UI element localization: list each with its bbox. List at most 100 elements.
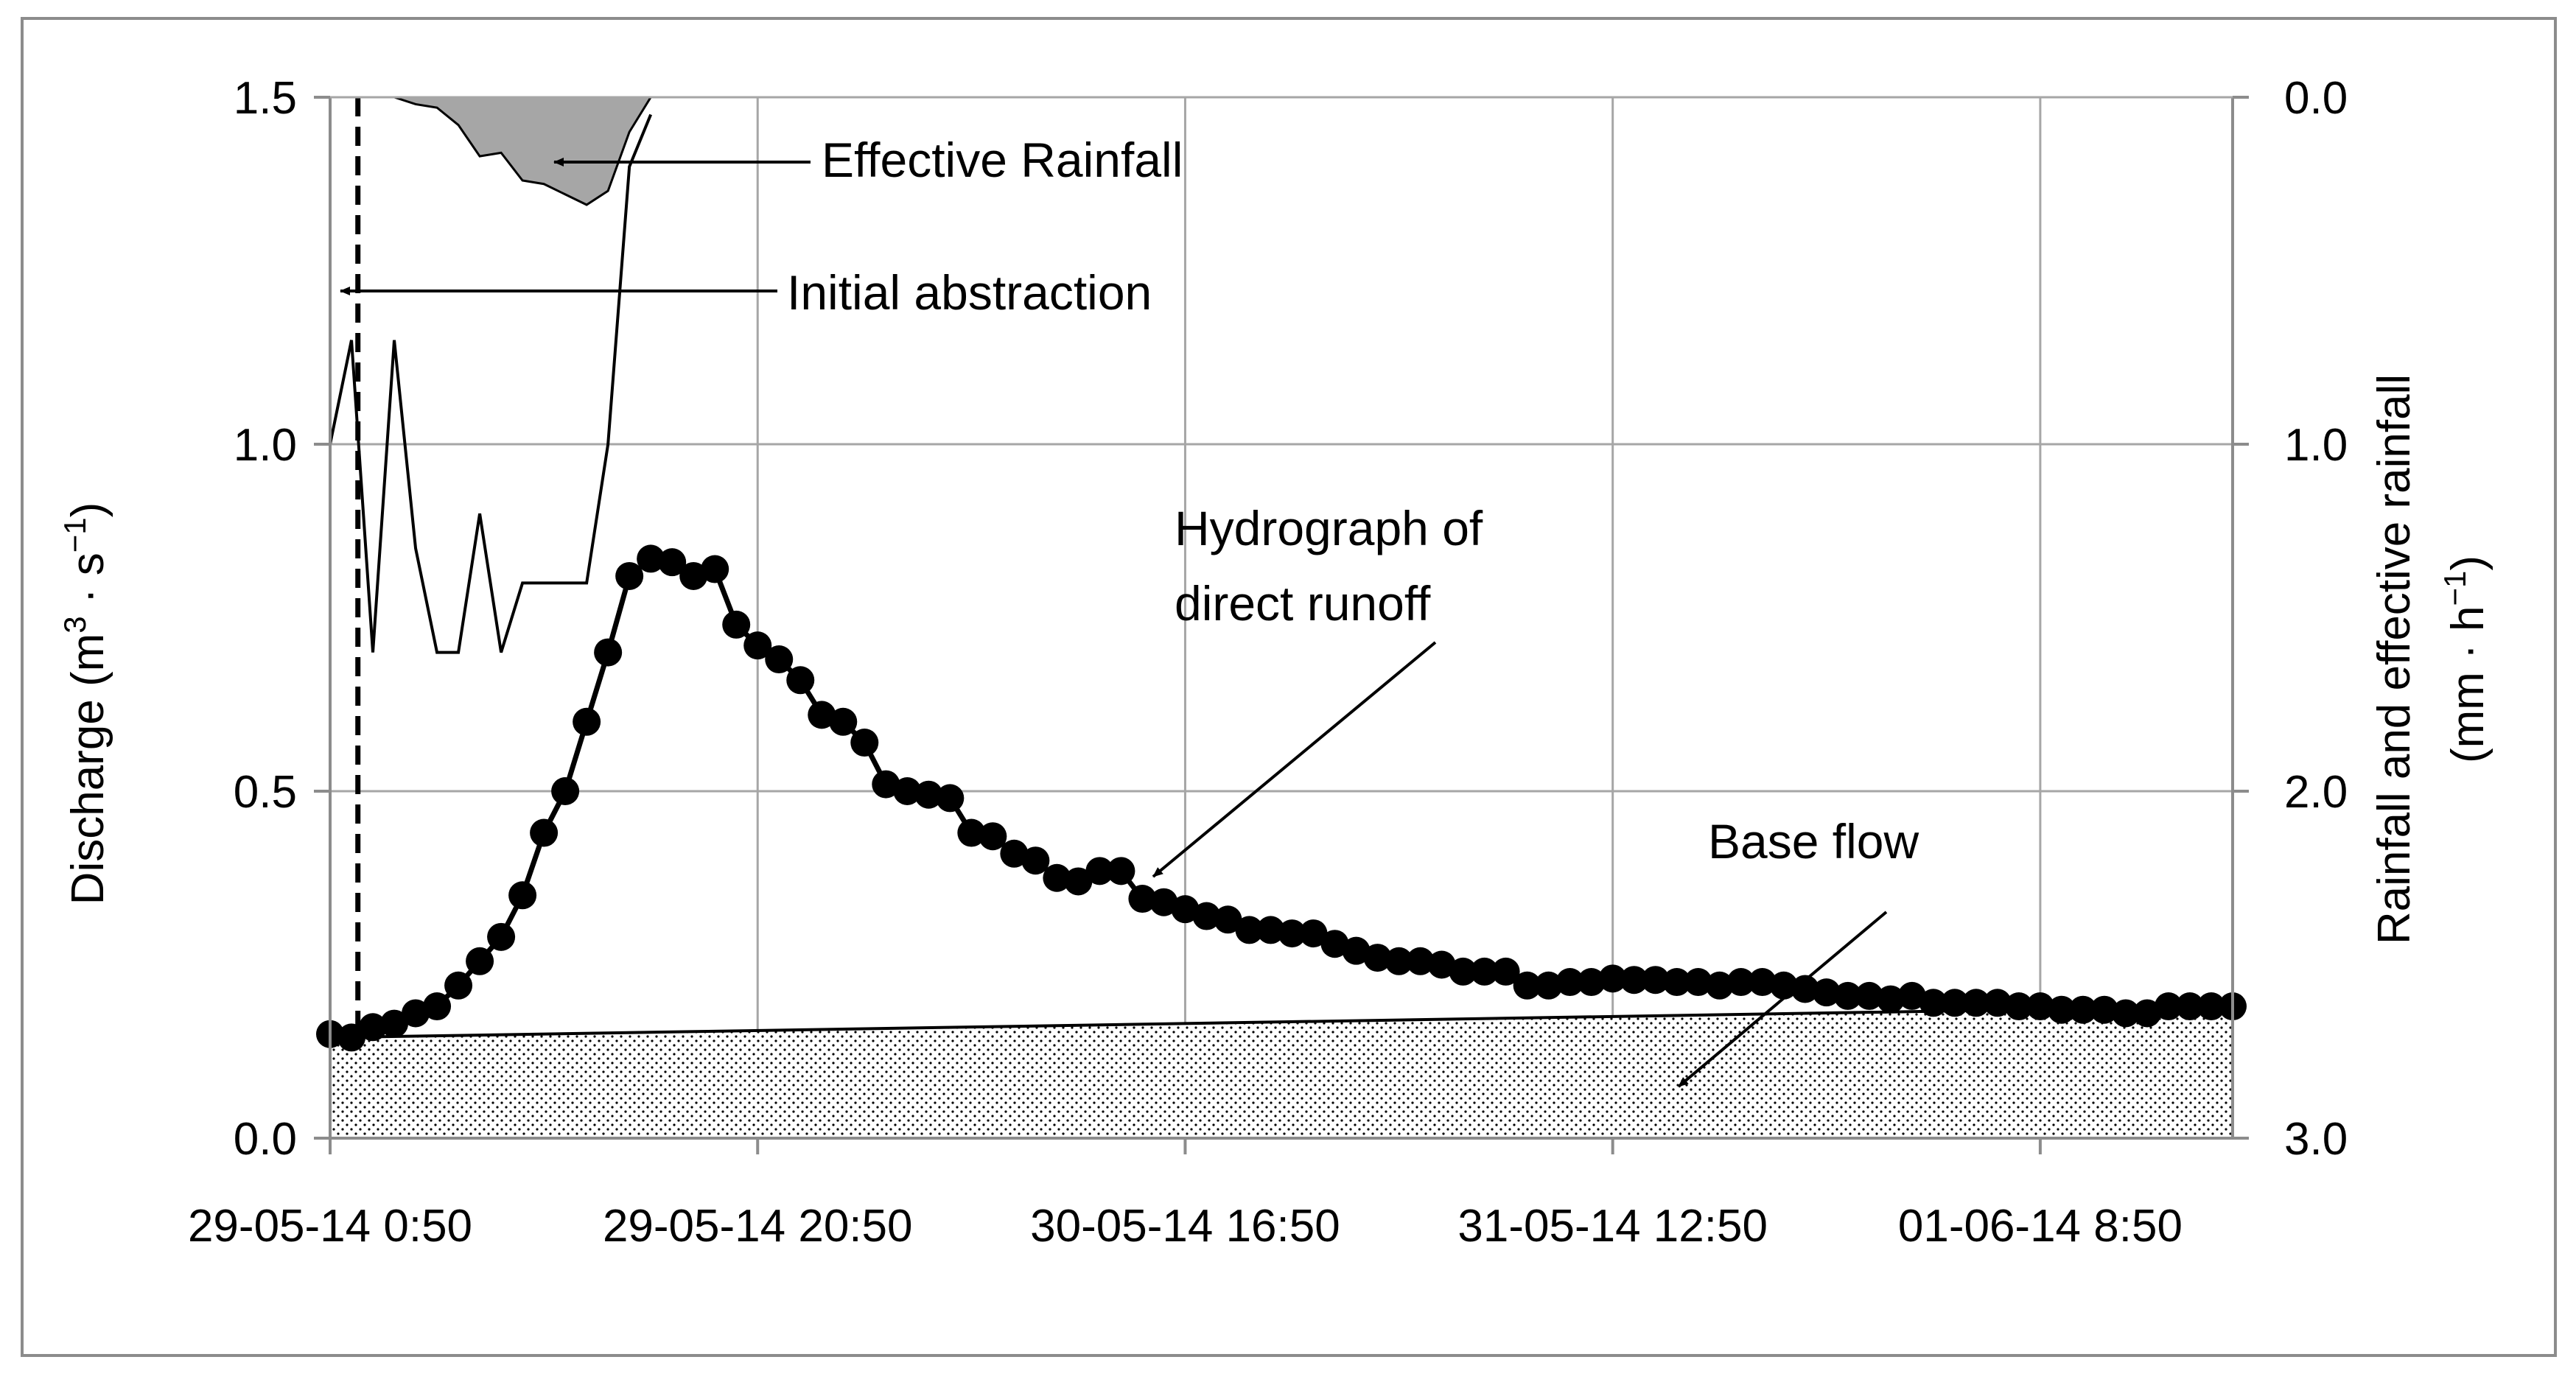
hydrograph-point xyxy=(1534,971,1563,1000)
rainfall-line xyxy=(329,113,653,654)
x-tick-label: 31-05-14 12:50 xyxy=(1457,1201,1768,1252)
hydrograph-point xyxy=(1513,971,1541,1000)
hydrograph-point xyxy=(2132,999,2161,1028)
label-layer: 0.0 0.5 1.0 1.5 0.0 1.0 2.0 3.0 29-05-14 0:50 29-… xyxy=(188,73,2348,1252)
hydrograph-point xyxy=(829,707,858,736)
hydrograph-point xyxy=(979,822,1007,851)
annotation-hydrograph-line2: direct runoff xyxy=(1175,576,1431,631)
hydrograph-point xyxy=(1107,857,1135,885)
hydrograph-point xyxy=(1897,981,1926,1010)
right-axis-title-line2: (mm · h−1) xyxy=(2437,555,2493,763)
hydrograph-point xyxy=(337,1023,366,1052)
hydrograph-point xyxy=(1449,957,1477,986)
hydrograph-point xyxy=(701,555,729,583)
hydrograph-point xyxy=(2047,995,2076,1024)
hydrograph-point xyxy=(1214,905,1242,934)
hydrograph-point xyxy=(1342,936,1371,965)
hydrograph-point xyxy=(1791,975,1819,1003)
hydrograph-point xyxy=(1363,944,1392,972)
left-tick-label: 0.5 xyxy=(234,767,297,818)
hydrograph-point xyxy=(679,561,708,590)
hydrograph-point xyxy=(2154,992,2183,1021)
hydrograph-point xyxy=(722,610,751,639)
hydrograph-point xyxy=(743,631,772,660)
annotation-initial-abstraction: Initial abstraction xyxy=(787,265,1152,320)
hydrograph-point xyxy=(1833,981,1862,1010)
left-axis-title: Discharge (m3 · s−1) xyxy=(57,502,113,905)
hydrograph-point xyxy=(1705,971,1734,1000)
chart-border xyxy=(21,17,2557,1357)
hydrograph-point xyxy=(1171,895,1200,924)
hydrograph-point xyxy=(2175,992,2204,1021)
right-tick-label: 3.0 xyxy=(2284,1114,2348,1165)
hydrograph-point xyxy=(1406,947,1435,975)
hydrograph-point xyxy=(1940,989,1969,1017)
hydrograph-point xyxy=(1620,966,1648,995)
hydrograph-point xyxy=(1983,989,2012,1017)
hydrograph-point xyxy=(551,777,580,805)
hydrograph-point xyxy=(1748,968,1777,997)
hydrograph-point xyxy=(1919,989,1947,1017)
hydrograph-point xyxy=(1278,919,1306,948)
hydrograph-point xyxy=(658,548,687,577)
hydrograph-point xyxy=(914,780,943,809)
hydrograph-point xyxy=(1726,968,1755,997)
right-axis-title-line1: Rainfall and effective rainfall xyxy=(2369,374,2420,944)
hydrograph-point xyxy=(765,645,794,674)
effective-rainfall-area xyxy=(393,96,653,206)
hydrograph-point xyxy=(2004,992,2033,1021)
left-tick-label: 1.0 xyxy=(234,420,297,471)
hydrograph-point xyxy=(936,784,965,813)
hydrograph-point xyxy=(1662,968,1691,997)
hydrograph-point xyxy=(1043,863,1071,892)
hydrograph-point xyxy=(487,922,516,951)
hydrograph-point xyxy=(615,561,644,590)
hydrograph-point xyxy=(1876,985,1905,1014)
hydrograph-point xyxy=(1256,916,1285,944)
hydrograph-point xyxy=(1491,957,1520,986)
right-tick-label: 2.0 xyxy=(2284,767,2348,818)
hydrograph-point xyxy=(1320,930,1349,958)
area-layer xyxy=(330,96,2233,1138)
line-layer xyxy=(316,97,2247,1052)
hydrograph-point xyxy=(893,777,922,805)
hydrograph-point xyxy=(2111,999,2140,1028)
hydrograph-point xyxy=(1000,839,1029,868)
hydrograph-point xyxy=(466,947,494,975)
base-flow-area xyxy=(330,1006,2233,1138)
axes-layer xyxy=(314,96,2249,1154)
hydrograph-point xyxy=(380,1009,409,1038)
hydrograph-point xyxy=(2197,992,2225,1021)
x-tick-label: 29-05-14 0:50 xyxy=(188,1201,472,1252)
hydrograph-point xyxy=(637,544,665,573)
hydrograph-point xyxy=(402,999,430,1028)
hydrograph-point xyxy=(508,881,537,910)
right-tick-label: 0.0 xyxy=(2284,73,2348,124)
hydrograph-point xyxy=(1021,846,1050,875)
right-tick-label: 1.0 xyxy=(2284,420,2348,471)
hydrograph-point xyxy=(850,729,879,757)
hydrograph-point xyxy=(2090,995,2118,1024)
x-tick-label: 30-05-14 16:50 xyxy=(1030,1201,1340,1252)
annotation-base-flow: Base flow xyxy=(1708,814,1919,869)
hydrograph-point xyxy=(359,1013,388,1042)
hydrograph-point xyxy=(2026,992,2054,1021)
hydrograph-point xyxy=(1470,957,1499,986)
hydrograph-point xyxy=(1598,964,1627,993)
annotation-hydrograph-arrow xyxy=(1152,641,1437,878)
hydrograph-point xyxy=(594,638,623,667)
annotations: Effective Rainfall Initial abstraction H… xyxy=(340,133,1919,1088)
hydrograph-point xyxy=(808,701,836,729)
hydrograph-point xyxy=(423,992,452,1021)
hydrograph-point xyxy=(1064,867,1093,896)
hydrograph-point xyxy=(573,707,601,736)
hydrograph-point xyxy=(1385,947,1413,975)
x-tick-label: 01-06-14 8:50 xyxy=(1898,1201,2183,1252)
hydrograph-point xyxy=(872,770,900,799)
left-tick-label: 0.0 xyxy=(234,1114,297,1165)
hydrograph-point xyxy=(1085,857,1114,885)
hydrograph-point xyxy=(1192,902,1221,930)
hydrograph-point xyxy=(1961,989,1990,1017)
